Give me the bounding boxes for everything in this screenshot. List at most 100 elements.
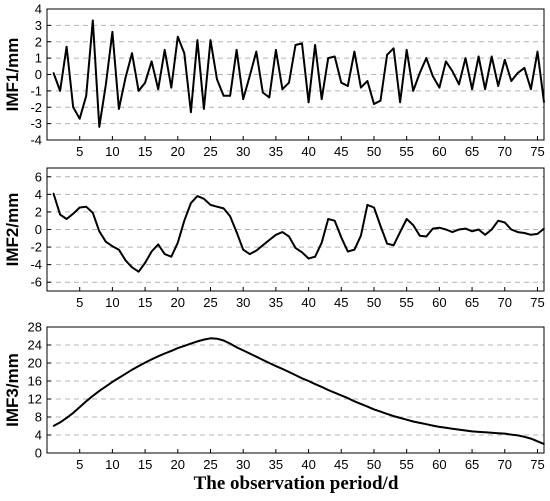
data-point [412, 90, 415, 92]
data-point [392, 47, 395, 50]
y-tick-label: 8 [35, 410, 42, 425]
x-tick-label: 45 [334, 457, 348, 472]
data-point [85, 400, 88, 403]
data-point [327, 218, 329, 220]
data-point [124, 373, 127, 375]
data-point [471, 230, 473, 233]
data-point [150, 60, 153, 63]
y-axis-label: IMF3/mm [3, 353, 22, 427]
data-point [98, 390, 101, 392]
x-tick-label: 10 [105, 295, 119, 310]
data-point [445, 427, 447, 429]
x-tick-label: 15 [138, 295, 152, 310]
x-tick-label: 55 [399, 295, 413, 310]
x-tick-label: 50 [367, 144, 381, 159]
x-tick-label: 40 [301, 144, 315, 159]
data-point [59, 90, 61, 92]
data-point [464, 57, 467, 59]
data-point [484, 233, 486, 236]
data-point [235, 49, 238, 51]
data-point [392, 244, 395, 247]
data-point [248, 352, 251, 355]
data-point [301, 377, 303, 380]
data-point [275, 365, 277, 367]
data-point [379, 225, 382, 227]
x-tick-label: 45 [334, 295, 348, 310]
x-tick-label: 45 [334, 144, 348, 159]
data-point [118, 248, 120, 251]
data-point [137, 270, 140, 273]
data-point [477, 228, 480, 231]
data-point [490, 228, 493, 231]
data-point [405, 49, 408, 51]
data-point [445, 60, 447, 63]
data-point [163, 49, 166, 51]
data-point [432, 424, 434, 427]
data-point [131, 368, 133, 371]
data-point [471, 430, 473, 433]
data-point [301, 42, 303, 45]
data-point [543, 101, 545, 104]
data-point [196, 195, 199, 197]
data-point [105, 241, 107, 243]
data-point [484, 88, 486, 91]
data-point [523, 232, 526, 234]
data-point [144, 81, 146, 84]
data-point [438, 86, 441, 89]
data-point [497, 219, 500, 222]
data-point [124, 259, 127, 262]
y-tick-label: -2 [30, 100, 42, 115]
data-point [118, 108, 120, 110]
y-tick-label: 4 [35, 187, 42, 202]
data-point [412, 224, 415, 226]
data-point [543, 227, 545, 230]
x-tick-label: 10 [105, 144, 119, 159]
data-point [131, 266, 133, 269]
y-axis-label: IMF1/mm [3, 38, 22, 112]
y-tick-label: 0 [35, 222, 42, 237]
data-point [137, 365, 140, 367]
x-tick-label: 30 [236, 295, 250, 310]
x-tick-label: 75 [530, 295, 544, 310]
x-tick-label: 60 [432, 457, 446, 472]
x-tick-label: 40 [301, 295, 315, 310]
data-point [445, 228, 447, 231]
x-tick-label: 25 [203, 457, 217, 472]
y-tick-label: 0 [35, 446, 42, 461]
x-tick-label: 35 [269, 144, 283, 159]
y-tick-label: 4 [35, 428, 42, 443]
data-point [242, 248, 244, 251]
data-point [379, 410, 382, 413]
data-point [262, 359, 264, 361]
data-point [248, 75, 251, 77]
x-tick-label: 70 [498, 144, 512, 159]
data-point [360, 86, 362, 89]
data-point [242, 349, 244, 352]
data-point [85, 205, 88, 208]
x-tick-label: 60 [432, 295, 446, 310]
data-point [190, 202, 192, 204]
x-tick-label: 5 [76, 457, 83, 472]
x-tick-label: 15 [138, 457, 152, 472]
data-point [327, 57, 329, 59]
data-point [268, 96, 271, 99]
x-tick-label: 15 [138, 144, 152, 159]
data-point [242, 98, 244, 100]
data-point [418, 234, 421, 237]
data-point [399, 101, 401, 104]
data-point [124, 76, 127, 79]
data-point [347, 85, 349, 87]
data-point [366, 405, 369, 408]
data-point [425, 57, 428, 59]
data-point [405, 418, 408, 421]
data-point [373, 206, 375, 209]
data-point [144, 361, 146, 364]
data-point [170, 350, 173, 352]
data-point [150, 250, 153, 253]
panel-imf3: 0 4 8 12 16 20 24 28 5 10 15 20 25 30 35 40 45 50 55 60 65 70… [3, 320, 545, 472]
data-point [255, 355, 258, 358]
data-point [451, 427, 454, 430]
data-point [405, 218, 408, 220]
data-point [432, 227, 434, 230]
data-point [203, 197, 205, 200]
